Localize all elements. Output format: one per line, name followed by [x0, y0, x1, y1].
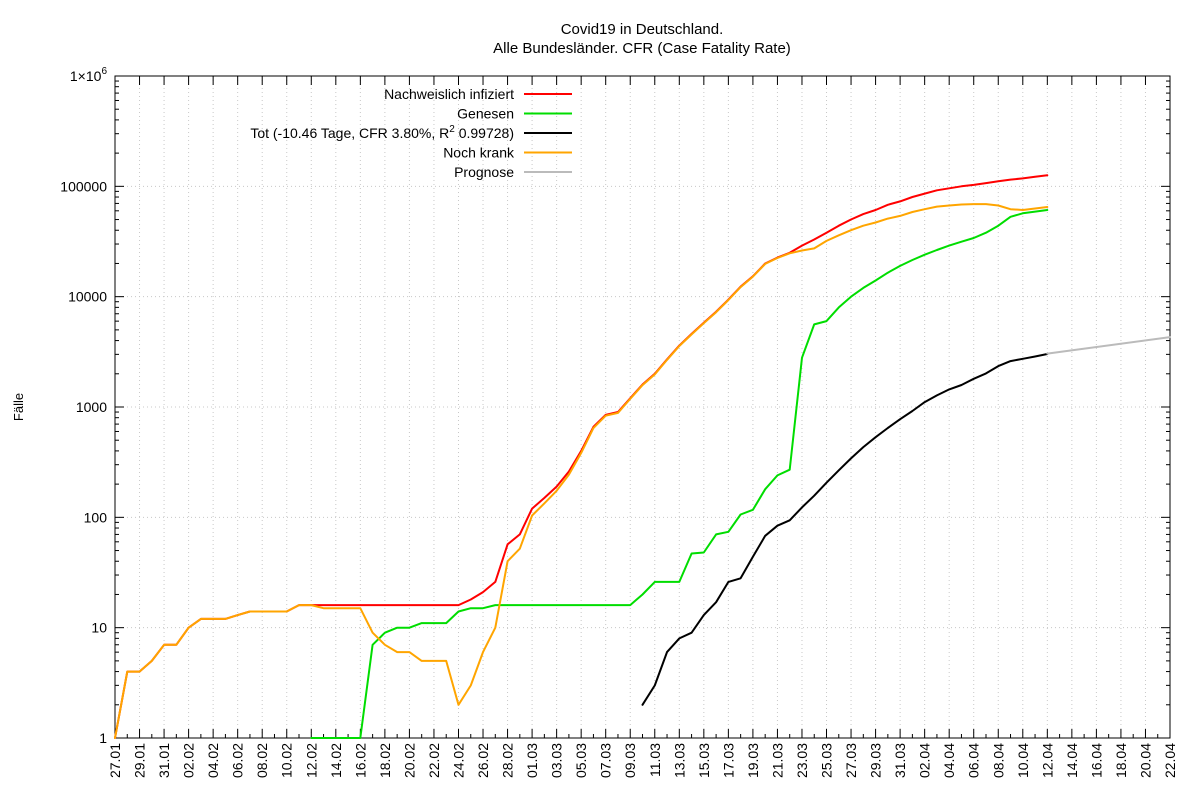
series-line-2: [641, 353, 1049, 706]
grid: [115, 76, 1170, 738]
legend: Nachweislich infiziert Genesen Tot (-10.46…: [250, 86, 572, 180]
x-tick-label: 07.03: [598, 743, 614, 778]
x-tick-label: 23.03: [794, 743, 810, 778]
x-tick-label: 31.01: [156, 743, 172, 778]
x-tick-label: 26.02: [475, 743, 491, 778]
y-tick-label: 100000: [60, 178, 107, 194]
x-tick-label: 10.04: [1015, 743, 1031, 778]
x-tick-label: 10.02: [279, 743, 295, 778]
chart-subtitle: Alle Bundesländer. CFR (Case Fatality Ra…: [493, 40, 791, 57]
chart-title: Covid19 in Deutschland.: [561, 21, 724, 38]
x-tick-label: 06.04: [966, 743, 982, 778]
x-tick-label: 24.02: [450, 743, 466, 778]
x-tick-label: 12.02: [303, 743, 319, 778]
x-tick-label: 09.03: [622, 743, 638, 778]
x-tick-label: 02.02: [181, 743, 197, 778]
x-tick-label: 02.04: [917, 743, 933, 778]
x-tick-label: 19.03: [745, 743, 761, 778]
x-tick-label: 20.02: [401, 743, 417, 778]
x-tick-label: 20.04: [1137, 743, 1153, 778]
x-tick-label: 16.02: [352, 743, 368, 778]
legend-label-3: Noch krank: [443, 145, 515, 161]
series-line-3: [114, 203, 1049, 739]
series-line-4: [1046, 336, 1171, 355]
x-tick-label: 16.04: [1088, 743, 1104, 778]
x-tick-label: 18.02: [377, 743, 393, 778]
x-tick-label: 17.03: [720, 743, 736, 778]
x-tick-label: 29.03: [868, 743, 884, 778]
x-tick-label: 08.02: [254, 743, 270, 778]
legend-label-0: Nachweislich infiziert: [384, 86, 514, 102]
x-tick-label: 11.03: [647, 743, 663, 777]
x-tick-label: 13.03: [671, 743, 687, 778]
x-tick-label: 15.03: [696, 743, 712, 778]
x-tick-label: 27.01: [107, 743, 123, 778]
x-tick-label: 03.03: [549, 743, 565, 778]
x-tick-label: 06.02: [230, 743, 246, 778]
x-tick-label: 18.04: [1113, 743, 1129, 778]
x-tick-label: 25.03: [819, 743, 835, 778]
y-tick-label: 100: [84, 509, 108, 525]
y-tick-label: 10: [91, 620, 107, 636]
x-tick-label: 01.03: [524, 743, 540, 778]
x-tick-label: 14.04: [1064, 743, 1080, 778]
x-tick-label: 22.02: [426, 743, 442, 778]
x-tick-label: 14.02: [328, 743, 344, 778]
x-tick-label: 31.03: [892, 743, 908, 778]
x-tick-label: 28.02: [500, 743, 516, 778]
x-tick-label: 21.03: [769, 743, 785, 778]
y-axis-label: Fälle: [11, 393, 26, 421]
y-tick-label: 1: [99, 730, 107, 746]
y-tick-label: 1000: [76, 399, 107, 415]
series-line-1: [310, 209, 1049, 739]
axis-ticks: 1 10 100 1000 10000 100000 1×106 27.01 29.01 31.0…: [60, 66, 1178, 778]
legend-label-1: Genesen: [457, 106, 514, 122]
x-tick-label: 04.04: [941, 743, 957, 778]
x-tick-label: 29.01: [132, 743, 148, 778]
x-tick-label: 08.04: [990, 743, 1006, 778]
legend-label-4: Prognose: [454, 164, 514, 180]
x-tick-label: 22.04: [1162, 743, 1178, 778]
x-tick-label: 05.03: [573, 743, 589, 778]
x-tick-label: 12.04: [1039, 743, 1055, 778]
y-tick-label: 10000: [68, 289, 107, 305]
x-tick-label: 04.02: [205, 743, 221, 778]
series-lines: [114, 174, 1171, 739]
y-tick-label: 1×106: [70, 66, 108, 84]
x-tick-label: 27.03: [843, 743, 859, 778]
legend-label-2: Tot (-10.46 Tage, CFR 3.80%, R2 0.99728): [250, 124, 514, 141]
